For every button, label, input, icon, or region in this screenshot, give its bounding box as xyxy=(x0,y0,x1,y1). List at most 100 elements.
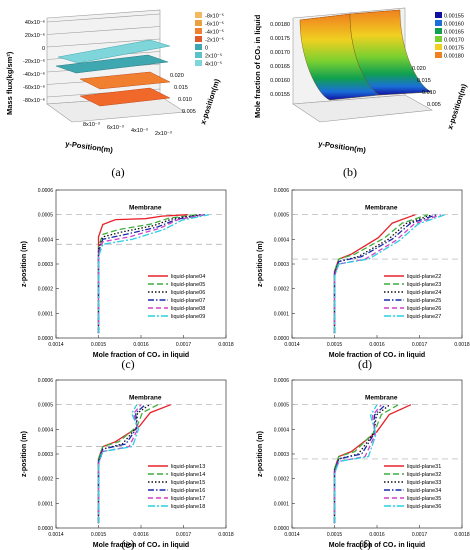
panel-a-y-tick: 6x10⁻³ xyxy=(107,125,124,131)
legend-label: liquid-plane18 xyxy=(171,504,205,510)
panel-b-legend-label: 0.00165 xyxy=(444,30,464,36)
mole-fraction-surface-crest xyxy=(299,9,401,21)
x-tick-label: 0.0018 xyxy=(218,342,234,348)
panel-a-z-tick: -40x10⁻⁶ xyxy=(23,71,45,78)
y-tick-label: 0.0004 xyxy=(38,237,54,243)
y-tick-label: 0.0004 xyxy=(274,427,290,433)
y-tick-label: 0.0003 xyxy=(274,262,290,268)
panel-caption: (c) xyxy=(121,357,134,371)
series-line-liquid-plane27 xyxy=(333,214,446,334)
panel-a-gridline xyxy=(46,38,161,48)
x-axis-title: Mole fraction of CO₂ in liquid xyxy=(329,542,425,549)
panel-a-legend-swatch xyxy=(195,44,202,50)
panel-b-z-tick: 0.00155 xyxy=(270,92,290,98)
y-tick-label: 0.0000 xyxy=(38,336,54,342)
panel-b-caption: (b) xyxy=(343,165,357,179)
series-line-liquid-plane34 xyxy=(333,404,386,524)
x-tick-label: 0.0016 xyxy=(133,342,149,348)
y-tick-label: 0.0003 xyxy=(38,262,54,268)
y-tick-label: 0.0002 xyxy=(38,477,54,483)
panel-b-x-tick: 0.010 xyxy=(422,90,436,96)
legend-label: liquid-plane34 xyxy=(407,488,441,494)
panel-b-z-tick: 0.00165 xyxy=(270,64,290,70)
series-line-liquid-plane07 xyxy=(97,214,205,334)
panel-a-legend-swatch xyxy=(195,12,202,18)
legend-label: liquid-plane05 xyxy=(171,282,205,288)
panel-caption: (d) xyxy=(358,357,372,371)
mass-flux-surface-negative-2 xyxy=(79,87,171,107)
x-tick-label: 0.0015 xyxy=(327,342,343,348)
y-tick-label: 0.0006 xyxy=(274,188,290,194)
panel-a-x-tick: 0.010 xyxy=(178,97,192,103)
mole-fraction-surface-back xyxy=(349,9,433,96)
series-line-liquid-plane25 xyxy=(333,214,437,334)
series-line-liquid-plane09 xyxy=(97,214,210,334)
legend-label: liquid-plane08 xyxy=(171,306,205,312)
panel-b-x-tick: 0.005 xyxy=(427,102,441,108)
membrane-label: Membrane xyxy=(129,395,162,402)
panel-a-x-label: x-position(m) xyxy=(198,77,221,125)
series-line-liquid-plane15 xyxy=(97,404,150,524)
series-line-liquid-plane23 xyxy=(333,214,429,334)
panel-a-legend-label: 2x10⁻⁵ xyxy=(205,53,222,60)
series-line-liquid-plane24 xyxy=(333,214,433,334)
line-panel-f: 0.0014 0.0015 0.0016 0.0017 0.0018 0.0000 0.00… xyxy=(257,378,470,550)
y-tick-label: 0.0001 xyxy=(274,311,290,317)
y-tick-label: 0.0005 xyxy=(38,213,54,219)
panel-a-gridline xyxy=(46,26,161,35)
panel-b-y-label: y-Position(m) xyxy=(318,139,367,155)
x-tick-label: 0.0018 xyxy=(454,532,470,538)
panel-b-z-tick: 0.00175 xyxy=(270,36,290,42)
x-tick-label: 0.0017 xyxy=(176,342,192,348)
panel-a-caption: (a) xyxy=(111,165,124,179)
legend-label: liquid-plane07 xyxy=(171,298,205,304)
y-axis-title: z-position (m) xyxy=(257,241,264,287)
legend-label: liquid-plane15 xyxy=(171,480,205,486)
series-line-liquid-plane33 xyxy=(333,404,391,524)
panel-caption: (f) xyxy=(359,537,371,550)
panel-a-legend-swatch xyxy=(195,36,202,42)
membrane-label: Membrane xyxy=(365,205,398,212)
legend-label: liquid-plane14 xyxy=(171,472,205,478)
y-tick-label: 0.0006 xyxy=(274,378,290,384)
legend-label: liquid-plane04 xyxy=(171,274,205,280)
panel-b-legend-swatch xyxy=(435,28,442,34)
x-axis-title: Mole fraction of CO₂ in liquid xyxy=(329,352,425,359)
x-tick-label: 0.0015 xyxy=(91,342,107,348)
panel-a-legend-label: 4x10⁻⁵ xyxy=(205,61,222,68)
legend-label: liquid-plane16 xyxy=(171,488,205,494)
legend-label: liquid-plane31 xyxy=(407,464,441,470)
y-tick-label: 0.0003 xyxy=(274,452,290,458)
x-tick-label: 0.0014 xyxy=(48,342,64,348)
line-panel-c: 0.0014 0.0015 0.0016 0.0017 0.0018 0.0000 0.00… xyxy=(21,188,234,371)
panel-caption: (e) xyxy=(121,537,134,550)
membrane-label: Membrane xyxy=(365,395,398,402)
x-tick-label: 0.0014 xyxy=(284,532,300,538)
series-line-liquid-plane05 xyxy=(97,214,197,334)
panel-b-legend-swatch xyxy=(435,44,442,50)
x-tick-label: 0.0018 xyxy=(454,342,470,348)
panel-a-z-tick: -60x10⁻⁶ xyxy=(23,84,45,91)
y-tick-label: 0.0005 xyxy=(274,403,290,409)
y-tick-label: 0.0000 xyxy=(38,526,54,532)
y-tick-label: 0.0006 xyxy=(38,188,54,194)
y-tick-label: 0.0001 xyxy=(274,501,290,507)
y-tick-label: 0.0000 xyxy=(274,526,290,532)
panel-a-legend-label: 0 xyxy=(205,46,208,52)
x-tick-label: 0.0016 xyxy=(133,532,149,538)
series-line-liquid-plane04 xyxy=(97,214,188,334)
mass-flux-surface-negative-1 xyxy=(79,71,171,90)
x-tick-label: 0.0017 xyxy=(412,532,428,538)
legend-label: liquid-plane24 xyxy=(407,290,441,296)
y-tick-label: 0.0001 xyxy=(38,501,54,507)
y-axis-title: z-position (m) xyxy=(21,431,28,477)
panel-a-y-tick: 4x10⁻³ xyxy=(131,128,148,134)
x-axis-title: Mole fraction of CO₂ in liquid xyxy=(93,352,189,359)
panel-b-legend-label: 0.00160 xyxy=(444,22,464,28)
legend-label: liquid-plane23 xyxy=(407,282,441,288)
x-tick-label: 0.0015 xyxy=(327,532,343,538)
panel-a: 40x10⁻⁶ 20x10⁻⁶ 0 -20x10⁻⁶ -40x10⁻⁶ -60x10⁻⁶ -… xyxy=(5,9,224,179)
panel-b-legend-label: 0.00170 xyxy=(444,38,464,44)
x-tick-label: 0.0016 xyxy=(369,342,385,348)
